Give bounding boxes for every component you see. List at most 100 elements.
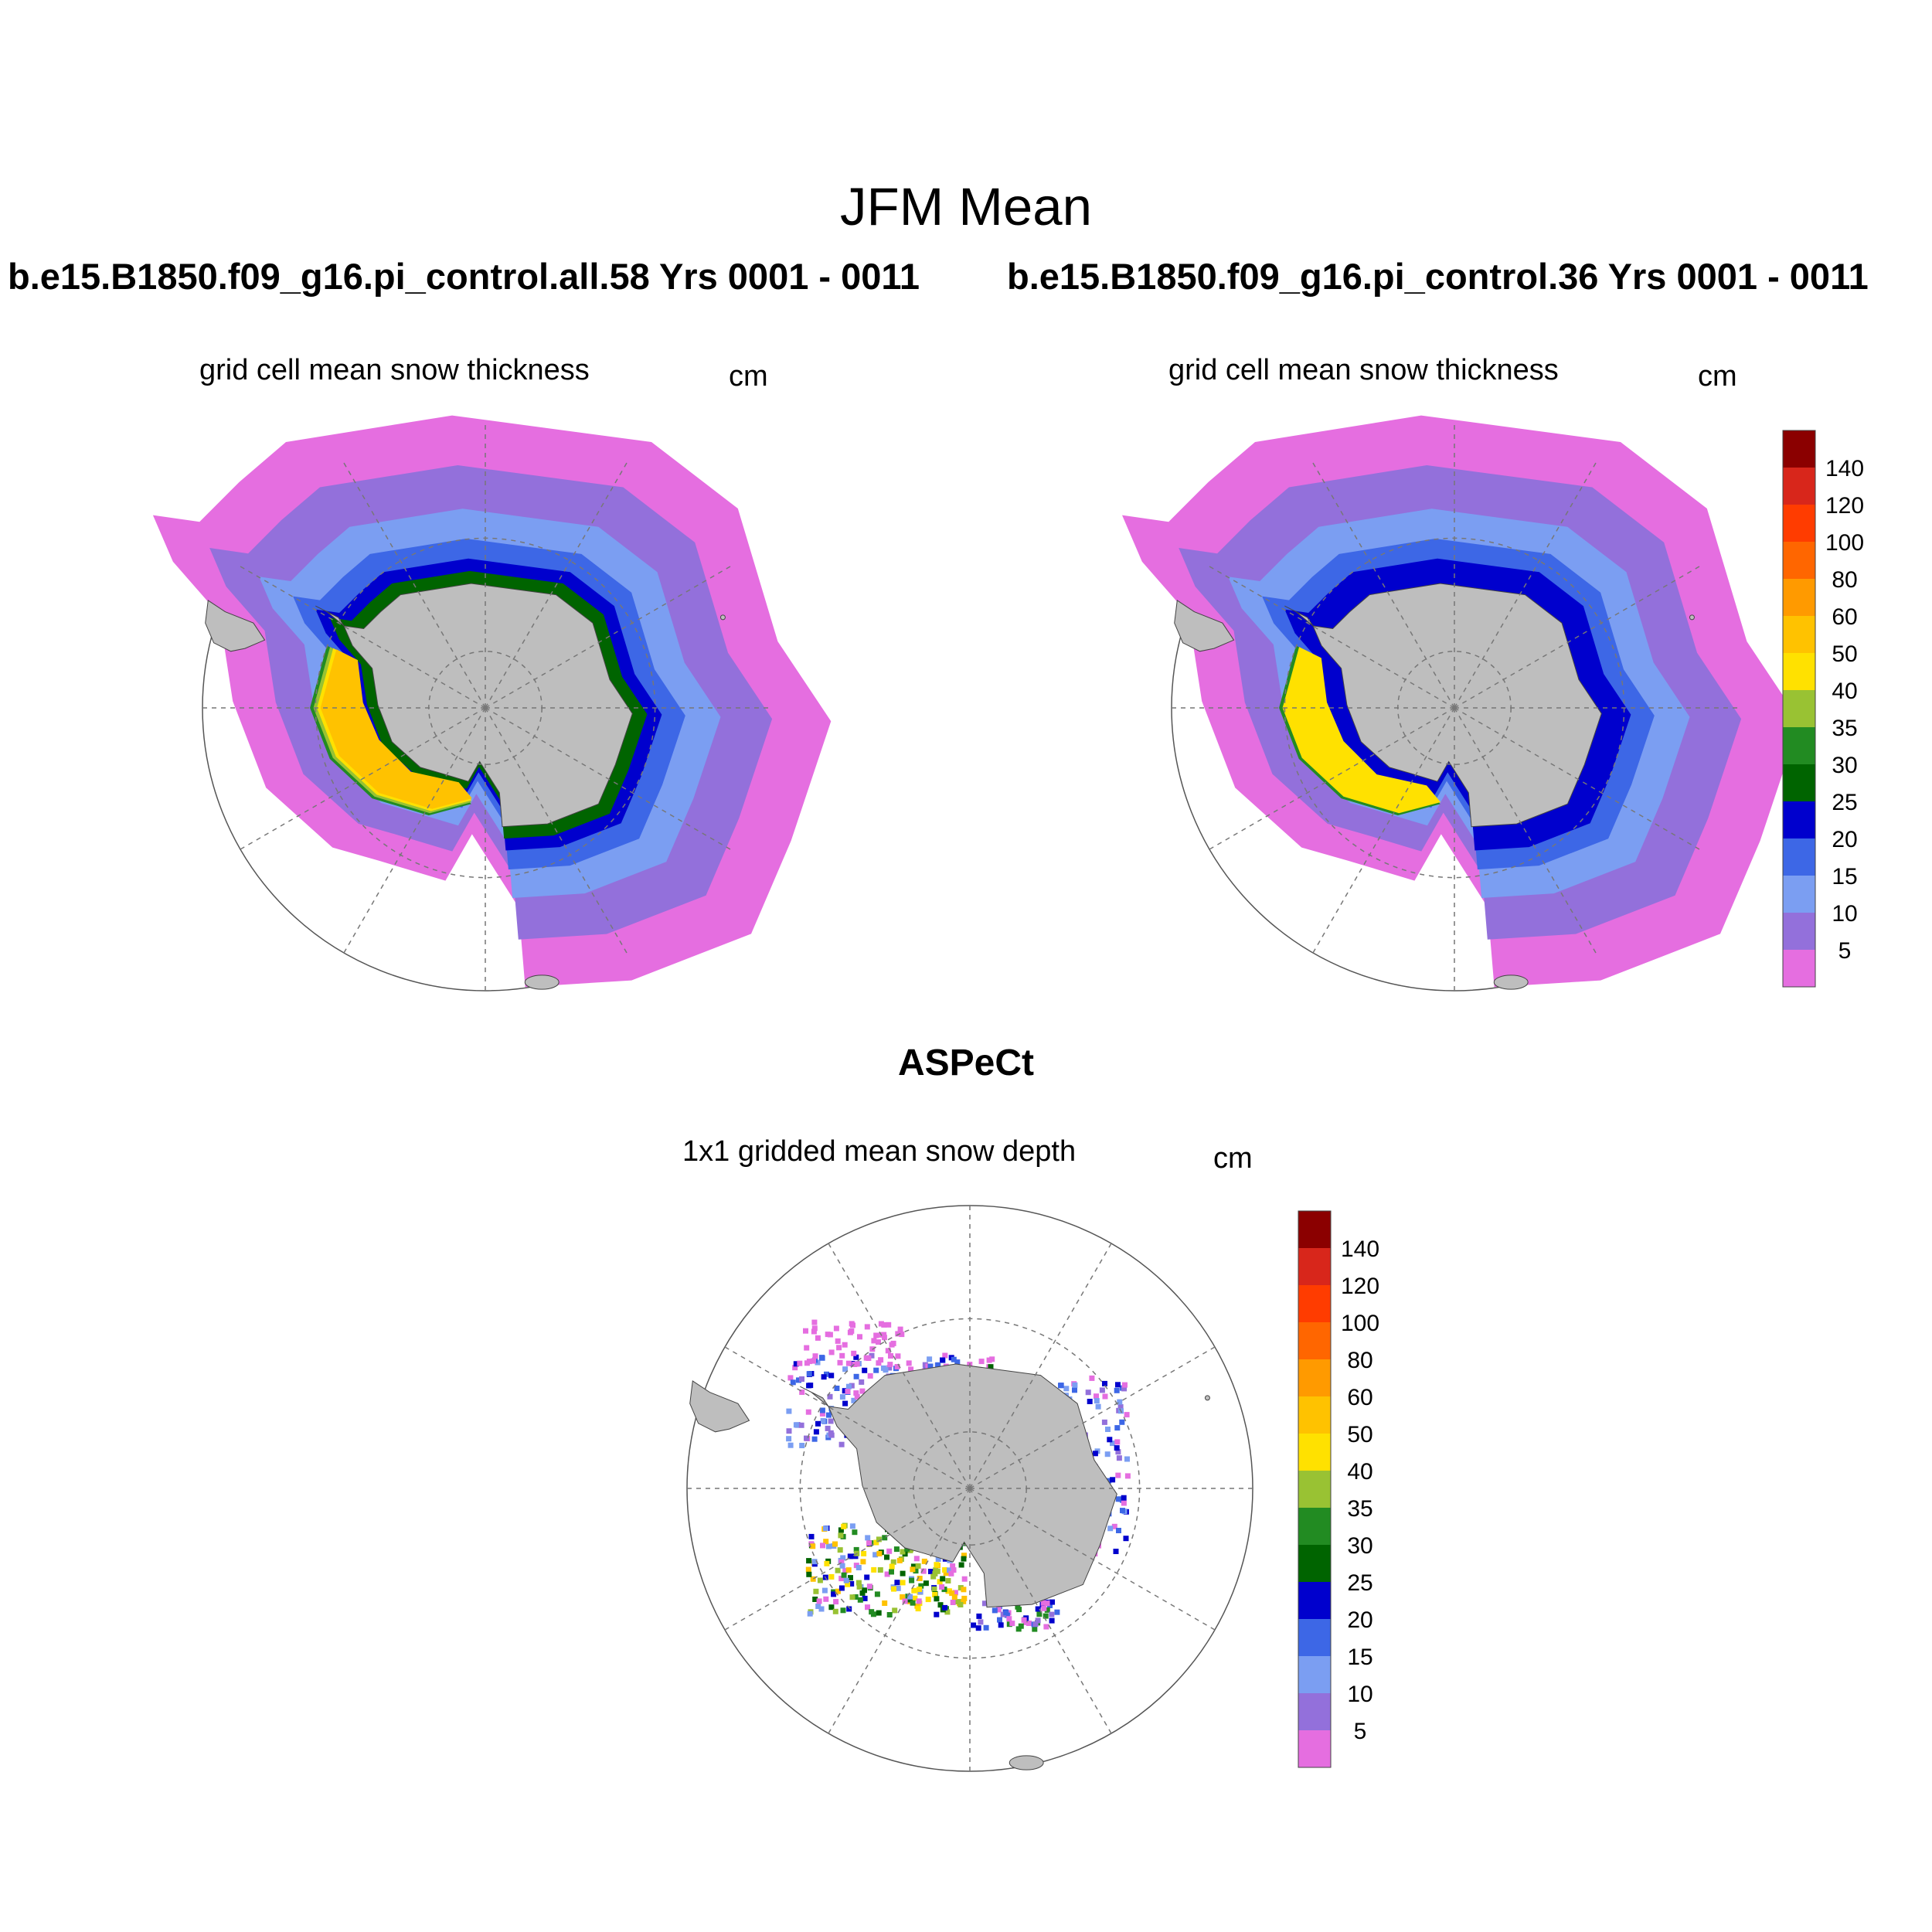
map-bottom-obs-cell <box>849 1523 855 1529</box>
colorbar-top-label: 10 <box>1832 901 1857 927</box>
map-left-south-america <box>205 600 266 652</box>
map-bottom-obs-cell <box>838 1527 844 1533</box>
map-right-antarctica <box>1312 583 1602 828</box>
map-bottom-obs-cell <box>1120 1508 1125 1514</box>
map-bottom-obs-cell <box>1072 1382 1078 1388</box>
map-bottom-obs-cell <box>1092 1451 1098 1457</box>
map-bottom-obs-cell <box>806 1558 812 1564</box>
observation-title: ASPeCt <box>897 1043 1035 1083</box>
map-bottom-obs-cell <box>913 1556 920 1562</box>
map-bottom-obs-cell <box>1106 1478 1112 1484</box>
map-left-meridian-5 <box>240 707 486 850</box>
colorbar-top-box-11 <box>1783 838 1815 876</box>
map-bottom-obs-cell <box>971 1622 977 1628</box>
map-bottom-obs-cell <box>876 1610 882 1616</box>
map-bottom-obs-cell <box>845 1581 851 1587</box>
map-bottom-obs-cell <box>831 1591 837 1597</box>
colorbar-bottom-label: 50 <box>1347 1422 1372 1447</box>
map-bottom-obs-cell <box>812 1353 818 1359</box>
colorbar-bottom-label: 25 <box>1347 1570 1372 1596</box>
map-bottom-obs-cell <box>876 1550 883 1556</box>
map-left <box>152 415 832 992</box>
map-bottom-obs-cell <box>852 1362 858 1367</box>
map-bottom-obs-cell <box>917 1587 923 1592</box>
map-bottom-obs-cell <box>1115 1472 1121 1478</box>
panel-title-right: grid cell mean snow thickness <box>1168 354 1559 386</box>
colorbar-top-box-9 <box>1783 764 1815 802</box>
map-bottom-obs-cell <box>1095 1403 1101 1410</box>
map-right-meridian-8 <box>1312 462 1455 709</box>
map-bottom-obs-cell <box>978 1619 984 1625</box>
map-right-meridian-1 <box>1454 707 1700 850</box>
colorbar-bottom-label: 20 <box>1347 1607 1372 1633</box>
map-bottom-obs-cell <box>904 1546 910 1552</box>
map-bottom-obs-cell <box>917 1576 923 1581</box>
map-bottom-obs-cell <box>918 1583 924 1589</box>
map-bottom-obs-cell <box>1114 1425 1121 1431</box>
map-bottom-obs-cell <box>877 1567 883 1573</box>
map-bottom-obs-cell <box>951 1594 957 1600</box>
colorbar-top-label: 5 <box>1838 938 1852 964</box>
map-bottom-obs-cell <box>900 1549 906 1555</box>
colorbar-bottom-label: 10 <box>1347 1682 1372 1707</box>
map-bottom-obs-cell <box>1044 1600 1050 1607</box>
map-bottom-obs-cell <box>787 1442 794 1448</box>
map-bottom-obs-cell <box>975 1625 981 1631</box>
colorbar-bottom-box-6 <box>1298 1434 1331 1471</box>
map-bottom-obs-cell <box>900 1580 906 1586</box>
colorbar-bottom-box-10 <box>1298 1582 1331 1620</box>
map-bottom-obs-cell <box>832 1541 838 1547</box>
units-right: cm <box>1698 360 1737 393</box>
colorbar-bottom-box-13 <box>1298 1693 1331 1731</box>
map-bottom-obs-cell <box>988 1364 994 1370</box>
map-bottom-obs-cell <box>821 1587 828 1594</box>
colorbar-bottom-box-12 <box>1298 1656 1331 1694</box>
map-bottom-obs-cell <box>828 1349 835 1355</box>
map-bottom-meridian-11 <box>969 1346 1216 1489</box>
map-bottom-obs-cell <box>853 1546 859 1553</box>
map-bottom-obs-cell <box>1035 1606 1041 1612</box>
map-bottom-obs-cell <box>927 1356 933 1362</box>
map-bottom-obs-cell <box>886 1321 892 1328</box>
map-bottom-obs-cell <box>937 1602 944 1608</box>
map-bottom-obs-cell <box>886 1612 893 1617</box>
map-bottom-obs-cell <box>821 1374 827 1380</box>
map-bottom-obs-cell <box>1123 1536 1129 1542</box>
map-bottom-meridian-7 <box>724 1346 971 1489</box>
map-left-meridian-4 <box>343 707 486 954</box>
colorbar-bottom-frame <box>1298 1210 1332 1768</box>
map-bottom-obs-cell <box>878 1357 884 1363</box>
map-bottom-obs-cell <box>897 1326 903 1332</box>
map-bottom-obs-cell <box>811 1319 818 1325</box>
colorbar-bottom-label: 120 <box>1341 1274 1379 1299</box>
map-right-meridian-2 <box>1454 707 1597 954</box>
map-bottom-obs-cell <box>866 1540 872 1546</box>
map-bottom-obs-cell <box>839 1563 845 1569</box>
map-bottom-obs-cell <box>915 1606 921 1612</box>
map-bottom-obs-cell <box>1116 1455 1122 1461</box>
map-bottom-obs-cell <box>1015 1626 1022 1632</box>
map-bottom-obs-cell <box>983 1624 989 1631</box>
map-bottom-obs-cell <box>874 1591 880 1597</box>
colorbar-top-box-0 <box>1783 430 1815 468</box>
map-bottom-obs-cell <box>825 1543 832 1549</box>
colorbar-top: 140 120 100 80 60 50 40 35 30 25 20 15 10 5 <box>1782 430 1864 988</box>
map-bottom-obs-cell <box>819 1410 825 1417</box>
map-bottom-obs-cell <box>798 1422 804 1428</box>
map-bottom-obs-cell <box>837 1547 843 1553</box>
map-bottom-obs-cell <box>1015 1604 1021 1610</box>
map-bottom-obs-cell <box>838 1559 845 1565</box>
map-bottom-obs-cell <box>807 1611 813 1617</box>
map-bottom-obs-cell <box>925 1597 931 1603</box>
colorbar-bottom-box-9 <box>1298 1545 1331 1583</box>
map-bottom-obs-cell <box>942 1604 948 1611</box>
map-bottom-obs-cell <box>961 1553 967 1559</box>
colorbar-bottom-box-11 <box>1298 1619 1331 1657</box>
map-bottom-obs-cell <box>1115 1382 1121 1388</box>
map-bottom-meridian-4 <box>828 1488 971 1734</box>
map-bottom-obs-cell <box>1117 1404 1124 1410</box>
map-bottom-obs-cell <box>1099 1387 1105 1393</box>
colorbar-top-label: 120 <box>1825 493 1864 519</box>
units-left: cm <box>729 360 768 393</box>
